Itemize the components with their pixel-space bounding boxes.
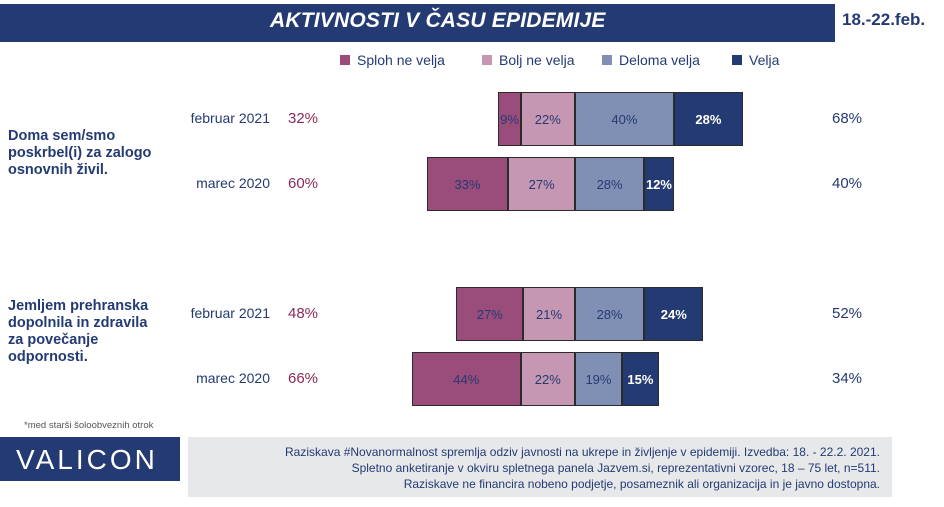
positive-total: 52% [832,305,863,322]
bar-segment: 19% [575,352,622,406]
bar-data-label: 40% [611,111,638,127]
question-line: poskrbel(i) za zalogo [8,145,152,161]
bar-segment: 33% [426,157,509,211]
bar-data-label: 28% [695,111,722,127]
bar-segment: 27% [508,157,575,211]
bar-segment: 28% [575,287,645,341]
legend-item: Deloma velja [602,52,700,68]
negative-total: 66% [288,370,319,387]
legend-label: Velja [749,52,780,68]
bar-segment: 22% [520,352,575,406]
bar-segment: 12% [644,157,674,211]
legend-swatch [482,55,492,65]
bar-segment: 21% [523,287,575,341]
row-label: marec 2020 [196,175,270,191]
bar-data-label: 12% [645,176,672,192]
bar-segment: 44% [411,352,521,406]
footnote: *med starši šoloobveznih otrok [24,420,154,431]
bar-data-label: 24% [660,306,687,322]
bar-data-label: 28% [596,176,623,192]
positive-total: 68% [832,110,863,127]
bar-data-label: 33% [454,176,481,192]
row-label: marec 2020 [196,370,270,386]
title-bar [0,4,835,42]
legend-label: Deloma velja [619,52,700,68]
negative-total: 60% [288,175,319,192]
bar-segment: 40% [575,92,674,146]
row-label: februar 2021 [190,110,270,126]
negative-total: 48% [288,305,319,322]
bar-data-label: 28% [596,306,623,322]
source-line-1: Raziskava #Novanormalnost spremlja odziv… [285,445,880,459]
bar-data-label: 15% [627,371,654,387]
legend-swatch [340,55,350,65]
question-line: dopolnila in zdravila [8,315,148,331]
bar-data-label: 19% [585,371,612,387]
bar-segment: 28% [575,157,645,211]
legend-label: Sploh ne velja [357,52,445,68]
question-label: Jemljem prehranska dopolnila in zdravila z… [8,298,198,366]
bar-segment: 28% [673,92,743,146]
negative-total: 32% [288,110,319,127]
bar-data-label: 22% [534,111,561,127]
logo-text: VALICON [16,444,158,475]
survey-date: 18.-22.feb. [842,10,926,29]
legend-item: Sploh ne velja [340,52,445,68]
question-line: za povečanje [8,332,99,348]
question-line: Doma sem/smo [8,128,116,144]
bar-segment: 24% [644,287,704,341]
bar-data-label: 9% [500,111,519,127]
bar-data-label: 22% [534,371,561,387]
legend-item: Bolj ne velja [482,52,575,68]
legend-swatch [602,55,612,65]
bar-data-label: 21% [536,306,563,322]
bar-segment: 9% [498,92,521,146]
question-label: Doma sem/smo poskrbel(i) za zalogo osnovni… [8,128,198,179]
bar-segment: 27% [456,287,524,341]
question-line: Jemljem prehranska [8,298,149,314]
source-line-2: Spletno anketiranje v okviru spletnega p… [351,461,880,475]
bar-segment: 15% [621,352,659,406]
bar-data-label: 44% [453,371,480,387]
row-label: februar 2021 [190,305,270,321]
valicon-logo: VALICON [0,437,180,481]
legend-item: Velja [732,52,779,68]
legend-swatch [732,55,742,65]
positive-total: 34% [832,370,863,387]
source-note: Raziskava #Novanormalnost spremlja odziv… [188,437,892,497]
positive-total: 40% [832,175,863,192]
legend-label: Bolj ne velja [499,52,575,68]
source-line-3: Raziskave ne financira nobeno podjetje, … [403,477,880,491]
question-line: osnovnih živil. [8,162,108,178]
bar-segment: 22% [520,92,575,146]
question-line: odpornosti. [8,349,88,365]
bar-data-label: 27% [476,306,503,322]
page-title: AKTIVNOSTI V ČASU EPIDEMIJE [270,9,606,32]
bar-data-label: 27% [528,176,555,192]
